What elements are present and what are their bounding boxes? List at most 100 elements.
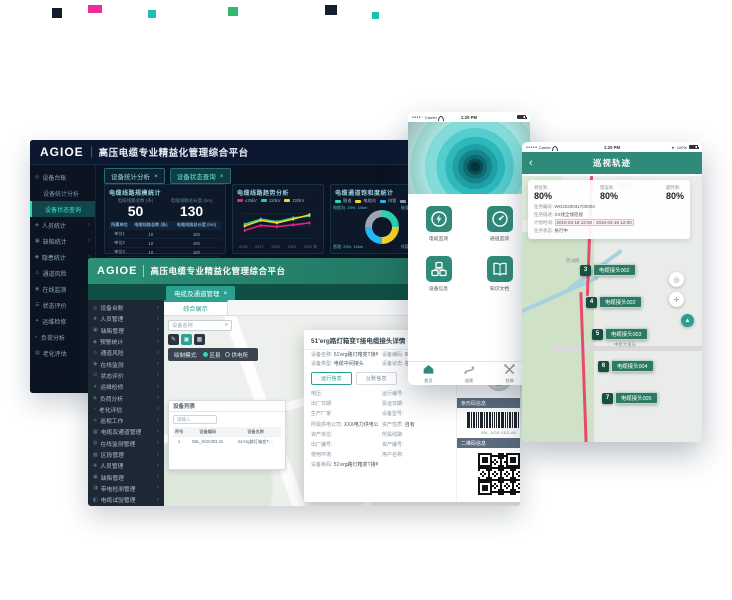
map-badge[interactable]: 3 电缆接头002 xyxy=(580,264,636,276)
locate-button[interactable]: ✛ xyxy=(669,292,684,307)
sidebar-item[interactable]: ◆ 隐患统计 › xyxy=(30,249,95,265)
sidebar-item[interactable]: ◈ 负荷分析 ‹ xyxy=(88,392,164,403)
sidebar-item[interactable]: ◧ 电缆试验管理 ‹ xyxy=(88,494,164,505)
section-icon: ▩ xyxy=(93,451,98,458)
sidebar-item[interactable]: ◐负荷分析› xyxy=(30,329,95,345)
table-row[interactable]: 单位2 10 100 xyxy=(109,238,221,248)
tabbar-item-检修[interactable]: 检修 xyxy=(489,362,530,385)
popup-tab[interactable]: 运行信息 xyxy=(311,372,352,385)
dashboard-tab[interactable]: 设备统计分析 × xyxy=(104,168,165,184)
sidebar-item[interactable]: ◉在线监测› xyxy=(30,281,95,297)
qrcode-box xyxy=(457,448,520,500)
sidebar-item-label: 运维检修 xyxy=(42,319,67,326)
decor-swatch xyxy=(52,8,62,18)
aging-icon: ◔ xyxy=(93,406,97,413)
badge-label: 电缆接头004 xyxy=(611,360,654,372)
device-list-search-input[interactable]: 请输入 xyxy=(173,415,217,424)
sidebar-item-label: 缺陷管理 xyxy=(100,475,124,482)
close-icon[interactable]: × xyxy=(219,172,224,180)
device-search-input[interactable]: 设备名称 ⌕ xyxy=(168,320,232,331)
chevron-icon: ‹ xyxy=(157,372,159,379)
app-label: 电缆监测 xyxy=(428,237,449,242)
patrol-metric: 超时率: 80% xyxy=(666,185,684,201)
home-icon xyxy=(422,363,435,377)
table-cell: 单位2 xyxy=(109,238,130,248)
legend-label: 隧道 xyxy=(343,198,352,203)
trend-panel: 电缆线路趋势分析 ≤35kV 110kV 220kV 2016 2017 2018 201… xyxy=(232,184,324,254)
close-icon[interactable]: × xyxy=(223,289,228,297)
legend-item: 排管 xyxy=(379,198,396,204)
sidebar-item[interactable]: ▩ 区段管理 ‹ xyxy=(88,449,164,460)
back-button[interactable]: ‹ xyxy=(529,157,533,169)
sidebar-item[interactable]: ◔ 老化评估 ‹ xyxy=(88,404,164,415)
sidebar-item[interactable]: ☰状态评价› xyxy=(30,297,95,313)
map-badge[interactable]: 5 电缆接头003 xyxy=(592,328,648,340)
sidebar-item[interactable]: ▣ 缺陷统计 › xyxy=(30,233,95,249)
sidebar-item[interactable]: ⚠通道风险› xyxy=(30,265,95,281)
sidebar-item[interactable]: ▦ 电缆及通道管理 ‹ xyxy=(88,426,164,437)
tab-cable-channel-management[interactable]: 电缆及通道管理 × xyxy=(166,286,236,300)
sidebar-item[interactable]: ☑ 状态评价 ‹ xyxy=(88,370,164,381)
app-shortcut[interactable]: 知识文档 xyxy=(486,256,513,292)
kpi-panel: 电缆线路规模统计 电缆线路总数 (条) 50 电缆线路总长度 (km) 130 所属单… xyxy=(104,184,226,265)
tab-overview[interactable]: 综合展示 xyxy=(164,300,228,315)
sidebar-subitem[interactable]: 设备统计分析 xyxy=(30,185,95,201)
sidebar-item[interactable]: ✦运维检修› xyxy=(30,313,95,329)
app-shortcut[interactable]: 电缆监测 xyxy=(425,206,452,242)
sidebar-item[interactable]: ▤老化评估› xyxy=(30,345,95,361)
close-icon[interactable]: × xyxy=(154,172,158,180)
sidebar-item[interactable]: ▣ 缺陷管理 ‹ xyxy=(88,471,164,482)
marker-button[interactable]: ▲ xyxy=(681,314,694,327)
sidebar-item[interactable]: ✚ 人员管理 ‹ xyxy=(88,460,164,471)
search-icon[interactable]: ⌕ xyxy=(224,322,228,328)
table-cell: 100 xyxy=(171,238,221,248)
legend-item: 110kV xyxy=(260,198,280,203)
detail-field: 用户名称: xyxy=(382,452,404,459)
popup-detail-area: 设备名称: 51'erg路灯箱变T接电缆接头设备编码: 08L_K03.003.… xyxy=(304,348,456,502)
sidebar-item[interactable]: ◎ 设备台账 ‹ xyxy=(88,302,164,313)
sidebar-item[interactable]: ✚ 人员管理 ‹ xyxy=(88,313,164,324)
risk-icon: ⚠ xyxy=(93,349,98,356)
sidebar-subitem[interactable]: 设备状态查询 xyxy=(30,201,95,217)
map-badge[interactable]: 6 电缆接头004 xyxy=(598,360,654,372)
decor-swatch xyxy=(372,12,379,19)
popup-tab[interactable]: 台账信息 xyxy=(355,372,397,385)
select-area-button[interactable]: ▣ xyxy=(181,334,192,345)
sidebar-item[interactable]: ▣ 缺陷管理 ‹ xyxy=(88,325,164,336)
sidebar-item[interactable]: ◉ 在线监测 ‹ xyxy=(88,358,164,369)
app-shortcut[interactable]: 通道监测 xyxy=(486,206,513,242)
app-shortcut[interactable]: 设备信息 xyxy=(425,256,452,292)
sidebar-item[interactable]: ◍ 在线监测管理 ‹ xyxy=(88,438,164,449)
sidebar-item-label: 通道风险 xyxy=(100,351,124,358)
devices-icon: ◎ xyxy=(35,174,40,180)
compass-button[interactable]: ◎ xyxy=(669,272,684,287)
map-badge[interactable]: 4 电缆接头002 xyxy=(586,296,642,308)
sidebar-item[interactable]: ◆ 预警统计 ‹ xyxy=(88,336,164,347)
tabbar-item-巡视[interactable]: 巡视 xyxy=(449,362,490,385)
wifi-icon xyxy=(438,115,445,121)
legend-swatch xyxy=(355,199,362,203)
sidebar-item[interactable]: ⚠ 通道风险 ‹ xyxy=(88,347,164,358)
draw-tool-button[interactable]: ✎ xyxy=(168,334,179,345)
layers-button[interactable]: ▦ xyxy=(194,334,205,345)
chevron-icon: ‹ xyxy=(157,496,159,503)
legend-item: 隧道 xyxy=(335,198,351,204)
map-badge[interactable]: 7 电缆接头005 xyxy=(602,392,658,404)
table-row[interactable]: 单位1 10 100 xyxy=(109,229,221,239)
tabbar-item-首页[interactable]: 首页 xyxy=(408,362,449,385)
sidebar-group-devices[interactable]: ◎ 设备台账 xyxy=(30,169,95,185)
table-row[interactable]: 单位3 10 100 xyxy=(109,247,221,257)
patrol-map[interactable]: 到位率: 80% 错误率: 80% 超时率: 80% 任务编号: WO2020031700… xyxy=(522,176,702,442)
legend-label: ≤35kV xyxy=(245,198,257,203)
sidebar-item[interactable]: ✦ 运维检修 ‹ xyxy=(88,381,164,392)
kpi-value: 130 xyxy=(179,203,204,219)
sidebar-item[interactable]: ◈ 人员统计 › xyxy=(30,217,95,233)
draw-mode-option[interactable]: 区县 xyxy=(202,352,221,359)
sidebar-item[interactable]: ✛ 巡视工作 ‹ xyxy=(88,415,164,426)
draw-mode-option[interactable]: 供电所 xyxy=(224,352,248,359)
tunnel-banner-image xyxy=(408,122,530,194)
chevron-icon: ‹ xyxy=(157,474,159,481)
table-row[interactable]: 1 08L_K03-003.44 51'erg路灯箱变T… xyxy=(173,436,281,446)
sidebar-item[interactable]: ◨ 带电检测管理 ‹ xyxy=(88,483,164,494)
dashboard-tab[interactable]: 设备状态查询 × xyxy=(169,168,231,184)
